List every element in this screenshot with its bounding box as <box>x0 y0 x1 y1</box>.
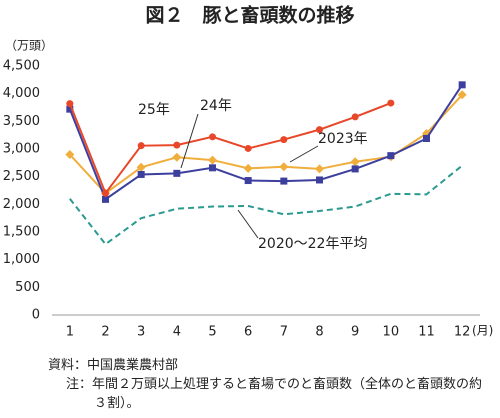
series-line <box>68 102 392 196</box>
x-tick-label: 12 <box>454 325 471 340</box>
x-tick-label: 2 <box>101 325 109 340</box>
y-tick-label: 1,000 <box>3 252 40 267</box>
note: 注：年間２万頭以上処理すると畜場でのと畜頭数（全体のと畜頭数の約３割）。 <box>66 377 483 411</box>
y-tick-label: 4,500 <box>3 59 40 74</box>
point <box>316 126 323 134</box>
series-label: 2020～22年平均 <box>258 236 367 252</box>
series-line <box>69 164 463 246</box>
y-tick-label: 500 <box>15 280 40 295</box>
point <box>243 163 253 173</box>
point <box>423 134 430 142</box>
y-tick-label: 0 <box>32 308 40 323</box>
x-tick-label: 3 <box>137 325 145 340</box>
x-tick-label: 10 <box>383 325 400 340</box>
x-unit: (月) <box>472 324 493 338</box>
point <box>102 195 109 203</box>
y-tick-label: 2,000 <box>3 197 40 212</box>
series-label: 2023年 <box>318 131 368 147</box>
point <box>173 169 181 177</box>
point <box>136 162 146 172</box>
point <box>244 177 252 185</box>
point <box>173 141 181 149</box>
point <box>316 176 323 184</box>
point <box>350 157 360 167</box>
point <box>280 177 288 185</box>
x-tick-label: 8 <box>315 325 323 340</box>
point <box>66 105 74 113</box>
notes: 資料：中国農業農村部 注：年間２万頭以上処理すると畜場でのと畜頭数（全体のと畜頭… <box>48 356 488 413</box>
series-label: 24年 <box>200 98 232 114</box>
point <box>387 99 395 107</box>
point <box>351 165 359 173</box>
point <box>280 136 288 144</box>
x-tick-label: 9 <box>351 325 359 340</box>
point <box>351 113 359 121</box>
point <box>65 150 75 160</box>
label-leader <box>289 145 319 163</box>
x-tick-label: 5 <box>208 325 216 340</box>
x-tick-label: 1 <box>66 325 74 340</box>
point <box>457 90 467 100</box>
point <box>102 189 109 197</box>
point <box>279 162 289 172</box>
y-tick-label: 4,000 <box>3 86 40 101</box>
chart: 図２ 豚と畜頭数の推移 （万頭） (月) 0 500 1,000 1,500 2,000… <box>3 4 494 340</box>
x-tick-label: 11 <box>418 325 435 340</box>
point <box>315 164 324 174</box>
x-tick-label: 4 <box>173 325 181 340</box>
y-unit: （万頭） <box>5 39 53 53</box>
point <box>172 152 182 162</box>
point <box>209 164 216 172</box>
x-tick-label: 6 <box>244 325 252 340</box>
y-tick-label: 3,500 <box>3 114 40 129</box>
point <box>387 152 395 160</box>
point <box>66 100 74 108</box>
series-line <box>68 84 463 201</box>
point <box>137 170 145 178</box>
point <box>137 142 145 150</box>
point <box>458 81 466 89</box>
series-label: 25年 <box>138 102 170 118</box>
point <box>244 144 252 152</box>
chart-title: 図２ 豚と畜頭数の推移 <box>145 4 354 27</box>
point <box>209 133 216 141</box>
x-tick-label: 7 <box>280 325 288 340</box>
label-leader <box>180 113 199 169</box>
label-leader <box>237 209 259 239</box>
source: 資料：中国農業農村部 <box>48 358 179 373</box>
y-tick-label: 1,500 <box>3 225 40 240</box>
point <box>208 155 217 165</box>
y-tick-label: 2,500 <box>3 169 40 184</box>
y-tick-label: 3,000 <box>3 142 40 157</box>
